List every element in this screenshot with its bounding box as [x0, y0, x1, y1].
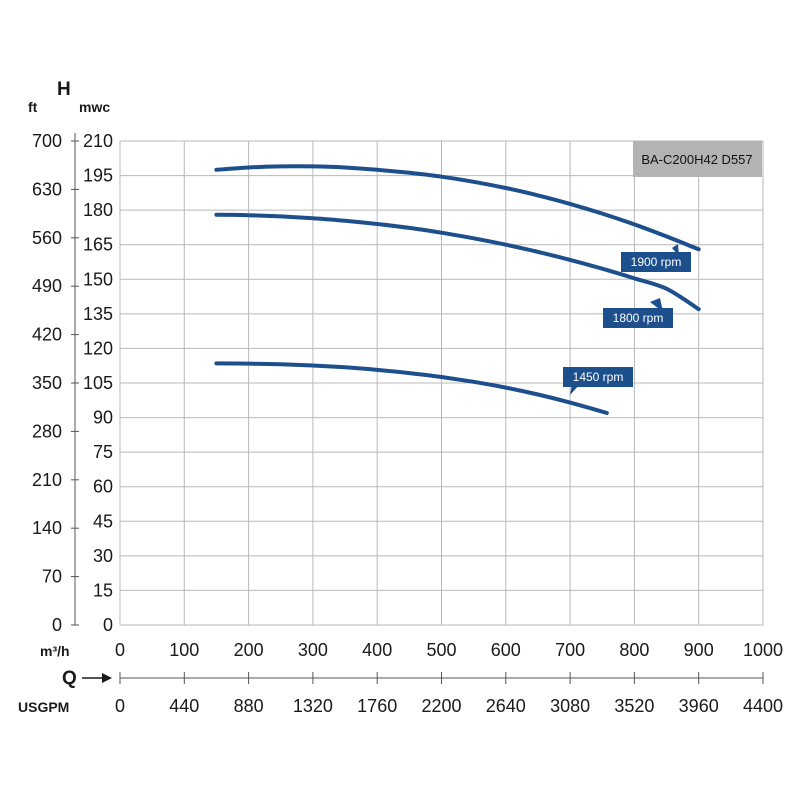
x-secondary-tick-label: 3080 — [550, 696, 590, 716]
x-tick-label: 700 — [555, 640, 585, 660]
x-tick-label: 400 — [362, 640, 392, 660]
x-unit-secondary: USGPM — [18, 699, 69, 715]
x-tick-label: 600 — [491, 640, 521, 660]
x-secondary-tick-label: 0 — [115, 696, 125, 716]
y-mwc-tick-label: 180 — [83, 200, 113, 220]
y-left-unit: ft — [28, 99, 38, 115]
y-mwc-tick-label: 210 — [83, 131, 113, 151]
model-label-box: BA-C200H42 D557 — [633, 141, 762, 177]
model-label: BA-C200H42 D557 — [641, 152, 752, 167]
x-tick-label: 200 — [234, 640, 264, 660]
series-line-1800-rpm — [214, 212, 701, 312]
series-line-1450-rpm — [214, 361, 609, 415]
y-mwc-tick-label: 60 — [93, 477, 113, 497]
y-mwc-tick-label: 90 — [93, 408, 113, 428]
x-axis-title: Q — [62, 668, 77, 689]
y-mwc-tick-label: 15 — [93, 580, 113, 600]
y-left-tick-label: 70 — [42, 567, 62, 587]
y-mwc-tick-label: 75 — [93, 442, 113, 462]
x-secondary-tick-label: 1760 — [357, 696, 397, 716]
y-mwc-tick-label: 0 — [103, 615, 113, 635]
series-curves — [214, 164, 701, 415]
x-tick-label: 900 — [684, 640, 714, 660]
y-left-tick-label: 280 — [32, 421, 62, 441]
y-left-tick-label: 490 — [32, 276, 62, 296]
x-secondary-tick-label: 2640 — [486, 696, 526, 716]
x-secondary-tick-label: 880 — [234, 696, 264, 716]
curve-label-1900: 1900 rpm — [621, 244, 691, 272]
arrow-right-icon — [82, 673, 112, 683]
x-secondary-tick-label: 3960 — [679, 696, 719, 716]
curve-label-1800-text: 1800 rpm — [613, 311, 664, 325]
y-left-tick-label: 630 — [32, 179, 62, 199]
curve-label-1450-text: 1450 rpm — [573, 370, 624, 384]
y-mwc-tick-label: 195 — [83, 166, 113, 186]
x-secondary-tick-label: 4400 — [743, 696, 783, 716]
series-line-1900-rpm — [214, 164, 701, 252]
y-mwc-tick-label: 135 — [83, 304, 113, 324]
x-secondary-tick-label: 440 — [169, 696, 199, 716]
y-left-tick-label: 560 — [32, 228, 62, 248]
y-left-tick-label: 210 — [32, 470, 62, 490]
curve-label-1450: 1450 rpm — [563, 367, 633, 395]
y-left-tick-label: 420 — [32, 325, 62, 345]
x-tick-label: 1000 — [743, 640, 783, 660]
y-mwc-tick-label: 120 — [83, 338, 113, 358]
y-mwc-tick-label: 105 — [83, 373, 113, 393]
curve-label-1800: 1800 rpm — [603, 298, 673, 328]
y-mwc-tick-label: 45 — [93, 511, 113, 531]
y-axis-title: H — [57, 79, 71, 100]
x-secondary-tick-label: 1320 — [293, 696, 333, 716]
x-tick-label: 300 — [298, 640, 328, 660]
x-unit-primary: m³/h — [40, 643, 70, 659]
x-secondary-tick-label: 2200 — [421, 696, 461, 716]
y-left-tick-label: 350 — [32, 373, 62, 393]
y-mwc-tick-label: 150 — [83, 269, 113, 289]
x-tick-label: 100 — [169, 640, 199, 660]
y-right-unit: mwc — [79, 99, 110, 115]
curve-label-1900-text: 1900 rpm — [631, 255, 682, 269]
x-tick-label: 800 — [619, 640, 649, 660]
y-mwc-tick-label: 30 — [93, 546, 113, 566]
y-left-tick-label: 140 — [32, 518, 62, 538]
y-mwc-tick-label: 165 — [83, 235, 113, 255]
axes: 0 70 140 210 280 350 420 490 560 630 700 0 15 30 45 60 7… — [32, 131, 783, 716]
y-left-tick-label: 700 — [32, 131, 62, 151]
x-tick-label: 500 — [426, 640, 456, 660]
x-tick-label: 0 — [115, 640, 125, 660]
x-secondary-tick-label: 3520 — [614, 696, 654, 716]
y-left-tick-label: 0 — [52, 615, 62, 635]
